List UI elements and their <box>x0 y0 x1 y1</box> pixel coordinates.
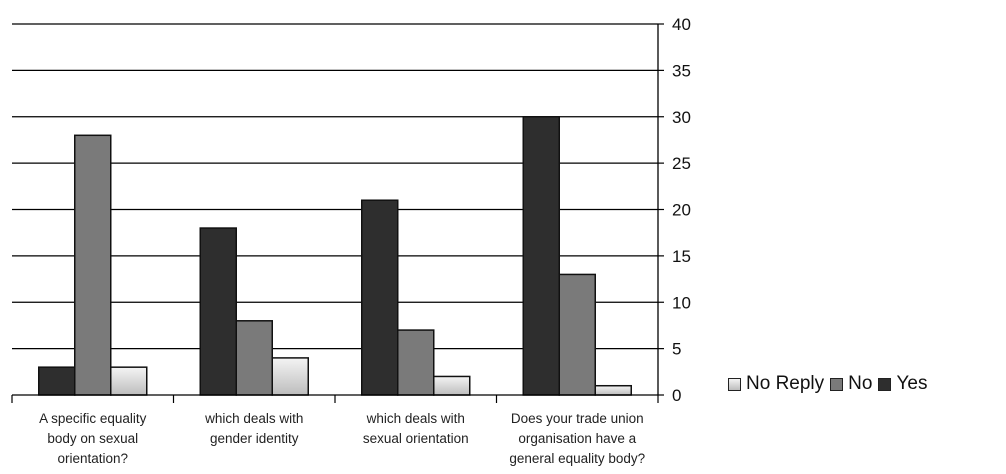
y-tick-label: 10 <box>672 293 691 312</box>
bar-yes <box>38 366 76 396</box>
bar-yes <box>361 199 399 396</box>
bar-no <box>74 134 112 396</box>
legend-item-no-reply: No Reply <box>728 373 824 395</box>
x-tick-label: A specific equality body on sexual orienta… <box>39 411 147 466</box>
y-tick-labels: 0 5 10 15 20 25 30 35 40 <box>672 15 691 405</box>
legend-item-yes: Yes <box>878 373 927 395</box>
bar-no-reply <box>271 357 309 396</box>
bar-no-reply <box>110 366 148 396</box>
bar-no <box>397 329 435 396</box>
y-tick-label: 30 <box>672 108 691 127</box>
bar-no <box>558 273 596 396</box>
x-tick-labels: A specific equality body on sexual orienta… <box>39 411 645 466</box>
x-tick-label: which deals with gender identity <box>204 411 303 446</box>
legend-item-no: No <box>830 373 872 395</box>
y-tick-label: 0 <box>672 386 681 405</box>
y-tick-label: 40 <box>672 15 691 34</box>
legend-swatch <box>830 377 844 391</box>
bar-no-reply <box>594 384 632 396</box>
bar-no-reply <box>433 375 471 396</box>
legend-label: No <box>848 373 873 394</box>
y-tick-label: 35 <box>672 61 691 80</box>
gridlines <box>12 23 658 350</box>
y-tick-label: 5 <box>672 340 681 359</box>
y-tick-label: 20 <box>672 201 691 220</box>
bar-yes <box>522 116 560 396</box>
y-tick-label: 15 <box>672 247 691 266</box>
legend-label: Yes <box>896 373 928 394</box>
axes <box>11 23 664 403</box>
legend: No Reply No Yes <box>728 372 933 396</box>
bar-yes <box>199 227 237 396</box>
legend-label: No Reply <box>746 373 825 394</box>
bars <box>38 116 632 396</box>
legend-swatch <box>878 377 892 391</box>
bar-no <box>235 320 273 396</box>
y-tick-label: 25 <box>672 154 691 173</box>
x-tick-label: which deals with sexual orientation <box>363 411 469 446</box>
x-tick-label: Does your trade union organisation have a… <box>509 411 645 466</box>
legend-swatch <box>728 377 741 391</box>
